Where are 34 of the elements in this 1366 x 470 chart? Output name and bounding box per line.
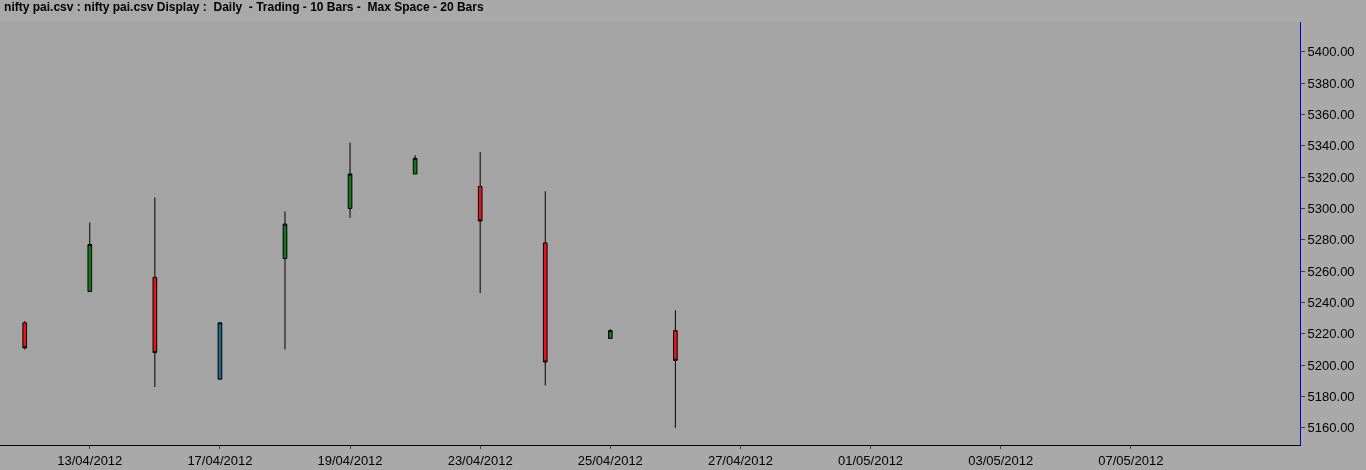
x-tick-label: 19/04/2012 [317,452,383,468]
y-tick-label: 5160.00 [1307,420,1355,436]
x-tick-label: 25/04/2012 [577,452,643,468]
x-tick-label: 13/04/2012 [57,452,123,468]
y-tick-label: 5400.00 [1307,44,1355,60]
y-tick-label: 5320.00 [1307,169,1355,185]
y-tick-label: 5340.00 [1307,138,1355,154]
candlestick [87,222,93,292]
y-tick-label: 5220.00 [1307,326,1355,342]
candlestick [22,320,28,350]
x-tick-label: 01/05/2012 [838,452,904,468]
x-tick-label: 27/04/2012 [707,452,773,468]
x-tick-label: 17/04/2012 [187,452,253,468]
y-tick-label: 5200.00 [1307,357,1355,373]
candlestick [152,196,158,388]
y-tick-label: 5380.00 [1307,75,1355,91]
candlestick [673,309,678,429]
candlestick [282,211,288,350]
candlestick [477,151,483,294]
x-tick-label: 23/04/2012 [447,452,513,468]
y-tick-label: 5300.00 [1307,200,1355,216]
y-tick-label: 5280.00 [1307,232,1355,248]
candlestick [542,190,548,386]
y-tick-label: 5180.00 [1307,388,1355,404]
y-tick-label: 5240.00 [1307,294,1355,310]
candlestick [412,154,418,175]
candlestick [347,142,353,219]
chart-title: nifty pai.csv : nifty pai.csv Display : Daily - Trading - 10 Bars - Max Space - 20 Bars [4,0,484,14]
y-tick-label: 5360.00 [1307,106,1355,122]
candlestick [607,328,613,339]
y-tick-label: 5260.00 [1307,263,1355,279]
x-tick-label: 03/05/2012 [968,452,1034,468]
candlestick [217,322,223,380]
x-tick-label: 07/05/2012 [1098,452,1164,468]
